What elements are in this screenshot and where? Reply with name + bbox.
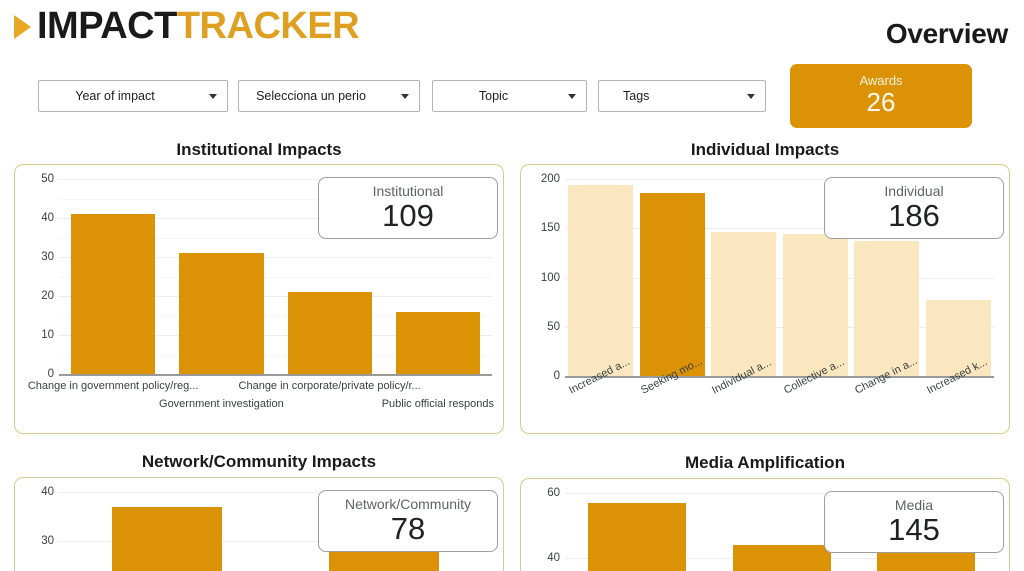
gridline-minor xyxy=(59,237,492,239)
chart-panel-media: 40 60 Media 145 xyxy=(520,478,1010,571)
logo-secondary-text: TRACKER xyxy=(176,5,360,47)
y-axis-tick-label: 150 xyxy=(540,222,560,235)
gridline xyxy=(59,296,492,297)
y-axis-tick-label: 60 xyxy=(547,487,560,499)
bar[interactable] xyxy=(639,192,705,376)
awards-kpi-value: 26 xyxy=(866,86,896,117)
kpi-value-network: 78 xyxy=(390,510,426,546)
filter-topic-label: Topic xyxy=(478,89,509,103)
kpi-value-institutional: 109 xyxy=(382,197,434,233)
kpi-value-media: 145 xyxy=(888,511,940,547)
y-axis-tick-label: 100 xyxy=(540,271,560,284)
bar[interactable] xyxy=(71,214,156,374)
kpi-label-network: Network/Community xyxy=(344,495,472,512)
page-title: Overview xyxy=(885,18,1008,49)
gridline xyxy=(59,492,492,493)
bar[interactable] xyxy=(395,311,480,374)
gridline xyxy=(59,257,492,258)
gridline-minor xyxy=(59,198,492,200)
bar[interactable] xyxy=(588,502,687,571)
kpi-card-individual: Individual 186 xyxy=(824,177,1004,239)
x-axis-tick-label: Change in corporate/private policy/r... xyxy=(238,380,421,392)
y-axis-tick-label: 40 xyxy=(41,212,54,224)
kpi-label-institutional: Institutional xyxy=(372,182,444,199)
awards-kpi-card[interactable]: Awards 26 xyxy=(790,64,972,128)
y-axis-tick-label: 50 xyxy=(547,320,560,333)
y-axis-tick-label: 40 xyxy=(547,552,560,564)
chart-panel-network: 30 40 Network/Community 78 xyxy=(14,477,504,571)
x-axis-tick-label: Change in government policy/reg... xyxy=(27,380,199,392)
kpi-card-media: Media 145 xyxy=(824,491,1004,553)
bar[interactable] xyxy=(925,300,991,376)
chart-plot-media: 40 60 xyxy=(521,479,1009,571)
chart-title-individual: Individual Impacts xyxy=(690,140,840,159)
logo-primary-text: IMPACT xyxy=(37,5,177,47)
chart-plot-individual: 0 50 100 150 200 Increased a... Seeking mo... I… xyxy=(521,165,1009,433)
chevron-down-icon xyxy=(568,93,576,99)
filter-bar: Year of impact Selecciona un perio Topic… xyxy=(0,80,1024,118)
chart-title-institutional: Institutional Impacts xyxy=(176,140,342,159)
app-logo: IMPACTTRACKER xyxy=(14,5,360,47)
y-axis-tick-label: 30 xyxy=(41,534,54,547)
x-axis-tick-label: Public official responds xyxy=(381,398,495,410)
x-axis-baseline xyxy=(565,376,994,378)
gridline-minor xyxy=(59,354,492,356)
gridline-minor xyxy=(59,315,492,317)
filter-period-label: Selecciona un perio xyxy=(256,89,366,103)
x-axis-baseline xyxy=(59,374,492,376)
bar[interactable] xyxy=(287,292,372,374)
y-axis-tick-label: 20 xyxy=(41,290,54,302)
kpi-label-individual: Individual xyxy=(884,182,944,199)
y-axis-tick-label: 0 xyxy=(553,370,560,382)
kpi-card-institutional: Institutional 109 xyxy=(318,177,498,239)
gridline xyxy=(565,179,994,180)
y-axis-tick-label: 0 xyxy=(47,368,54,380)
bar[interactable] xyxy=(112,506,223,571)
kpi-card-network: Network/Community 78 xyxy=(318,490,498,552)
bar[interactable] xyxy=(179,253,264,374)
app-header: IMPACTTRACKER Overview xyxy=(0,0,1024,66)
y-axis-tick-label: 50 xyxy=(41,173,54,185)
chevron-down-icon xyxy=(401,93,409,99)
y-axis-tick-label: 30 xyxy=(41,251,54,263)
bar[interactable] xyxy=(854,241,920,376)
gridline xyxy=(59,179,492,180)
kpi-label-media: Media xyxy=(894,496,934,513)
gridline xyxy=(565,228,994,230)
chart-panel-institutional: 0 10 20 30 40 50 Change in government policy/r… xyxy=(14,164,504,434)
gridline xyxy=(59,335,492,336)
chart-title-media: Media Amplification xyxy=(685,453,845,472)
filter-topic[interactable]: Topic xyxy=(432,80,587,112)
filter-tags[interactable]: Tags xyxy=(598,80,766,112)
chart-plot-institutional: 0 10 20 30 40 50 Change in government policy/r… xyxy=(15,165,503,433)
filter-tags-label: Tags xyxy=(623,89,650,103)
bar[interactable] xyxy=(711,232,777,376)
chart-panel-individual: 0 50 100 150 200 Increased a... Seeking mo... I… xyxy=(520,164,1010,434)
bar[interactable] xyxy=(782,234,848,376)
logo-text: IMPACTTRACKER xyxy=(37,5,360,47)
gridline xyxy=(565,277,994,279)
bar[interactable] xyxy=(732,545,831,571)
chart-title-network: Network/Community Impacts xyxy=(141,452,377,471)
filter-period[interactable]: Selecciona un perio xyxy=(238,80,420,112)
y-axis-tick-label: 40 xyxy=(41,486,54,498)
y-axis-tick-label: 10 xyxy=(41,329,54,341)
gridline xyxy=(59,540,492,542)
gridline-minor xyxy=(59,276,492,278)
filter-year-of-impact-label: Year of impact xyxy=(75,89,155,103)
kpi-value-individual: 186 xyxy=(888,197,940,233)
awards-kpi-label: Awards xyxy=(859,73,903,89)
gridline xyxy=(565,326,994,328)
chevron-down-icon xyxy=(747,93,755,99)
bar[interactable] xyxy=(568,184,634,376)
bar[interactable] xyxy=(876,548,975,571)
play-triangle-icon xyxy=(14,15,31,39)
gridline xyxy=(565,493,998,494)
gridline xyxy=(59,218,492,219)
filter-year-of-impact[interactable]: Year of impact xyxy=(38,80,228,112)
chevron-down-icon xyxy=(209,93,217,99)
y-axis-tick-label: 200 xyxy=(540,173,560,185)
x-axis-tick-label: Government investigation xyxy=(159,398,284,410)
